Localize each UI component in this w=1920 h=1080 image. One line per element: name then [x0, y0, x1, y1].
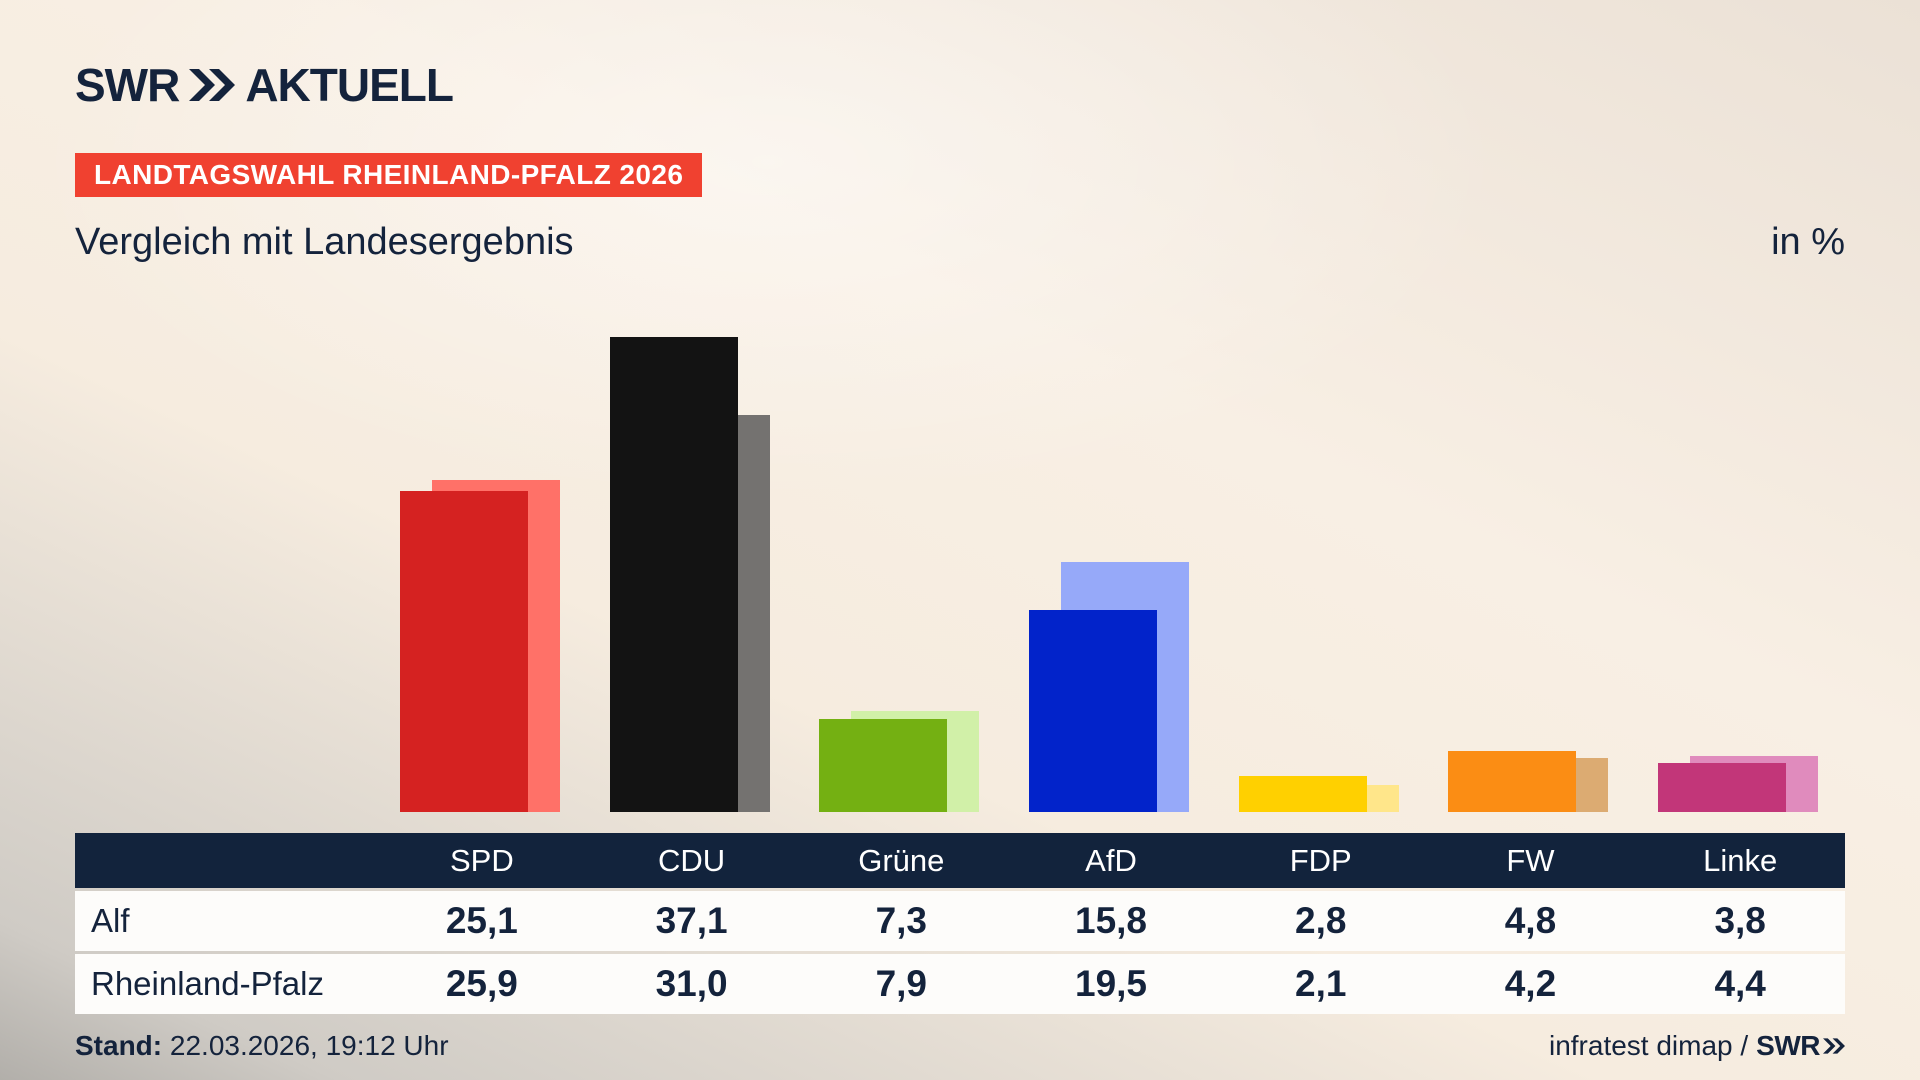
- bar-spd-alf: [399, 490, 528, 812]
- unit-label: in %: [1771, 221, 1845, 263]
- value-cell-grüne-alf: 7,3: [875, 900, 928, 941]
- value-cell-fdp-alf: 2,8: [1295, 900, 1347, 941]
- stand-timestamp: Stand: 22.03.2026, 19:12 Uhr: [75, 1030, 449, 1062]
- value-cell-spd-alf: 25,1: [445, 900, 518, 941]
- subtitle-row: Vergleich mit Landesergebnis in %: [75, 221, 1845, 264]
- source-swr-logo: SWR: [1756, 1030, 1845, 1062]
- chart-subtitle: Vergleich mit Landesergebnis: [75, 221, 574, 263]
- table-header-row: SPD CDU Grüne AfD FDP FW Linke: [75, 833, 1845, 888]
- source-swr-text: SWR: [1756, 1030, 1820, 1061]
- header-cell-fw: FW: [1506, 842, 1555, 878]
- value-cell-fw-rheinland-pfalz: 4,2: [1504, 963, 1557, 1004]
- stand-value: 22.03.2026, 19:12 Uhr: [169, 1030, 449, 1061]
- header-cell-fdp: FDP: [1289, 842, 1352, 878]
- row-label: Rheinland-Pfalz: [91, 965, 324, 1002]
- value-cell-cdu-rheinland-pfalz: 31,0: [655, 963, 728, 1004]
- table-row-rheinland-pfalz: Rheinland-Pfalz 25,9 31,0 7,9 19,5 2,1 4,2 4,4: [75, 954, 1845, 1014]
- stand-label: Stand:: [75, 1030, 163, 1061]
- bar-linke-alf: [1658, 763, 1787, 812]
- value-cell-afd-alf: 15,8: [1075, 900, 1148, 941]
- bar-cdu-alf: [609, 337, 738, 812]
- double-chevron-icon: [189, 69, 236, 101]
- table-corner-cell: [75, 833, 377, 888]
- value-cell-cdu-alf: 37,1: [655, 900, 728, 941]
- logo-aktuell-text: AKTUELL: [245, 59, 454, 111]
- value-cell-linke-alf: 3,8: [1714, 900, 1766, 941]
- logo-swr-text: SWR: [75, 59, 180, 111]
- bar-afd-alf: [1029, 609, 1157, 812]
- source-credit: infratest dimap / SWR: [1549, 1030, 1845, 1062]
- header-cell-afd: AfD: [1085, 842, 1137, 878]
- header-cell-grüne: Grüne: [858, 842, 945, 878]
- value-cell-fw-alf: 4,8: [1504, 900, 1557, 941]
- bar-fdp-alf: [1238, 776, 1367, 812]
- header-cell-spd: SPD: [449, 842, 514, 878]
- double-chevron-icon: [1823, 1038, 1845, 1054]
- title-banner: LANDTAGSWAHL RHEINLAND-PFALZ 2026: [75, 153, 703, 197]
- swr-aktuell-logo: SWR AKTUELL: [75, 58, 454, 112]
- bar-fw-alf: [1448, 750, 1577, 812]
- value-cell-linke-rheinland-pfalz: 4,4: [1714, 963, 1766, 1004]
- header-cell-linke: Linke: [1703, 842, 1778, 878]
- table-row-alf: Alf 25,1 37,1 7,3 15,8 2,8 4,8 3,8: [75, 891, 1845, 951]
- value-cell-spd-rheinland-pfalz: 25,9: [445, 963, 518, 1004]
- source-text: infratest dimap /: [1548, 1030, 1749, 1061]
- value-cell-afd-rheinland-pfalz: 19,5: [1075, 963, 1148, 1004]
- header-cell-cdu: CDU: [657, 842, 726, 878]
- value-cell-grüne-rheinland-pfalz: 7,9: [875, 963, 928, 1004]
- bar-grüne-alf: [819, 718, 948, 812]
- value-cell-fdp-rheinland-pfalz: 2,1: [1295, 963, 1347, 1004]
- row-label: Alf: [91, 902, 130, 939]
- results-table: SPD CDU Grüne AfD FDP FW Linke Alf 25,1 37,1 7,3 15…: [75, 833, 1845, 1014]
